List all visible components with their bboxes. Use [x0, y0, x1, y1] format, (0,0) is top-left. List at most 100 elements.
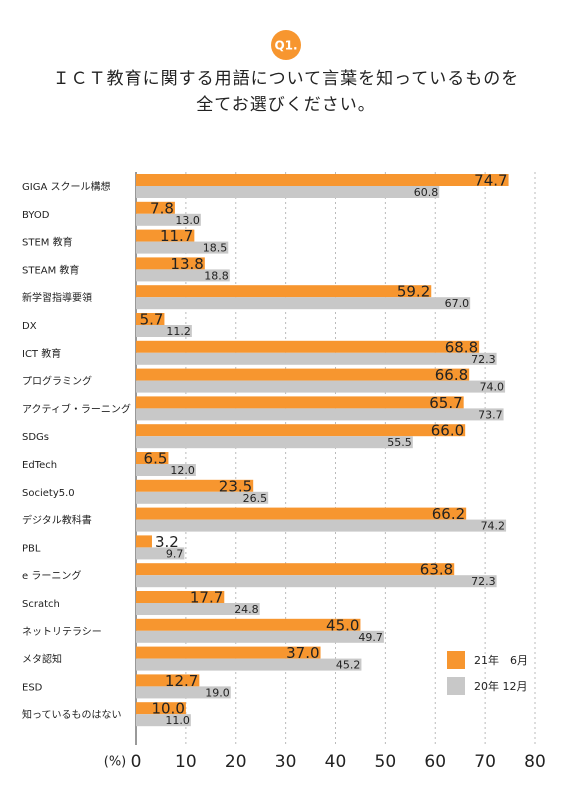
value-label: 5.7	[140, 311, 164, 329]
bar	[136, 241, 229, 254]
bar	[136, 269, 230, 282]
value-label: 6.5	[144, 450, 168, 468]
value-label: 49.7	[358, 631, 383, 644]
value-label: 45.2	[336, 659, 361, 672]
y-tick-label: プログラミング	[22, 375, 92, 388]
bar	[136, 452, 169, 464]
value-label: 13.8	[170, 255, 203, 273]
bar	[136, 702, 186, 715]
y-tick-label: Scratch	[22, 599, 60, 610]
badge: Q1.	[274, 39, 297, 53]
y-tick-label: アクティブ・ラーニング	[22, 402, 131, 415]
value-label: 19.0	[205, 686, 230, 699]
bar	[136, 396, 464, 409]
bar	[136, 658, 362, 671]
value-label: 66.8	[435, 366, 468, 384]
bar	[136, 229, 195, 242]
value-label: 12.0	[170, 464, 195, 477]
x-tick-label: 30	[275, 752, 297, 772]
bar	[136, 325, 192, 337]
value-label: 55.5	[387, 436, 412, 449]
y-tick-label: ICT 教育	[22, 347, 61, 360]
value-label: 66.0	[431, 422, 464, 440]
bar	[136, 340, 480, 353]
title-line: ＩＣＴ教育に関する用語について言葉を知っているものを	[53, 69, 520, 89]
bar	[136, 380, 506, 393]
value-label: 60.8	[414, 186, 439, 199]
badge-circle	[271, 30, 301, 60]
y-tick-label: Society5.0	[22, 488, 75, 499]
y-tick-label: BYOD	[22, 210, 50, 221]
y-tick-label: STEM 教育	[22, 236, 73, 249]
bar	[136, 686, 231, 699]
bar	[136, 714, 191, 727]
x-unit: (%)	[104, 755, 127, 770]
y-tick-label: SDGs	[22, 432, 49, 443]
value-label: 23.5	[219, 477, 252, 495]
value-label: 11.2	[166, 325, 191, 338]
value-label: 7.8	[150, 199, 174, 217]
bar	[136, 297, 471, 310]
bar	[136, 674, 200, 687]
y-tick-label: ESD	[22, 682, 43, 693]
value-label: 68.8	[445, 338, 478, 356]
bar	[136, 424, 466, 437]
value-label: 17.7	[190, 589, 223, 607]
legend-label: 20年 12月	[474, 679, 528, 693]
bar	[136, 285, 432, 298]
bar	[136, 591, 225, 603]
x-tick-label: 70	[474, 752, 496, 772]
bar	[136, 630, 384, 643]
bar	[136, 436, 413, 449]
value-label: 24.8	[234, 603, 259, 616]
legend-swatch	[447, 651, 465, 669]
value-label: 59.2	[397, 283, 430, 301]
value-label: 26.5	[243, 492, 268, 505]
bar	[136, 213, 201, 226]
y-tick-label: メタ認知	[22, 653, 62, 666]
value-label: 74.7	[474, 172, 507, 190]
value-label: 63.8	[420, 561, 453, 579]
bar	[136, 535, 152, 548]
bar	[136, 313, 165, 325]
value-label: 18.8	[204, 269, 229, 282]
value-label: 72.3	[471, 575, 496, 588]
value-label: 9.7	[166, 547, 184, 560]
value-label: 11.7	[160, 227, 193, 245]
value-label: 11.0	[165, 714, 190, 727]
value-label: 72.3	[471, 353, 496, 366]
bar	[136, 603, 260, 615]
y-tick-label: EdTech	[22, 460, 57, 471]
value-label: 18.5	[203, 242, 228, 255]
x-tick-label: 10	[175, 752, 197, 772]
bar	[136, 646, 321, 659]
x-tick-label: 60	[424, 752, 446, 772]
value-label: 74.0	[480, 381, 505, 394]
bar	[136, 618, 361, 631]
title-line: 全てお選びください。	[196, 95, 376, 115]
bar	[136, 464, 196, 476]
bar	[136, 352, 497, 365]
value-label: 66.2	[432, 505, 465, 523]
x-tick-label: 50	[375, 752, 397, 772]
value-label: 45.0	[326, 616, 359, 634]
x-tick-label: 0	[131, 752, 142, 772]
value-label: 12.7	[165, 672, 198, 690]
bar	[136, 257, 205, 270]
bar	[136, 479, 254, 492]
bar	[136, 519, 507, 532]
value-label: 65.7	[429, 394, 462, 412]
bar	[136, 368, 470, 381]
legend-label: 21年 6月	[474, 653, 528, 667]
y-tick-label: PBL	[22, 543, 41, 554]
value-label: 37.0	[286, 644, 319, 662]
bar	[136, 547, 185, 560]
y-tick-label: e ラーニング	[22, 569, 81, 582]
y-tick-label: 知っているものはない	[22, 708, 122, 721]
bar	[136, 408, 504, 421]
bar	[136, 575, 497, 588]
x-tick-label: 80	[524, 752, 546, 772]
y-tick-label: ネットリテラシー	[22, 626, 102, 638]
y-tick-label: GIGA スクール構想	[22, 180, 110, 193]
